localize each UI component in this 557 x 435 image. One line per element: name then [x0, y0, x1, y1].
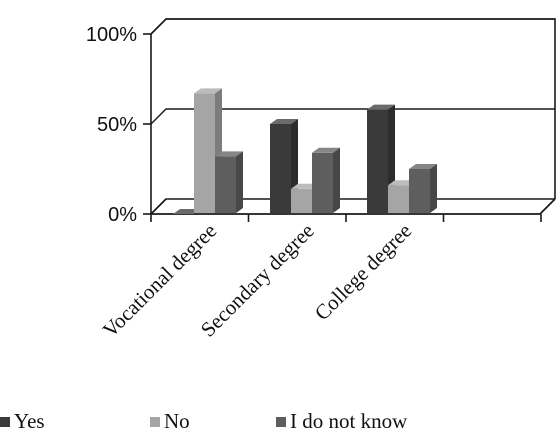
chart-axes [143, 18, 556, 222]
category-label-3: College degree [310, 219, 416, 325]
chart-legend: Yes No I do not know [0, 408, 557, 435]
legend-label-no: No [164, 409, 190, 433]
chart-bars [173, 88, 437, 214]
legend-item-yes: Yes [0, 408, 45, 435]
gridline-1 [150, 108, 555, 125]
y-tick-label-1: 50% [97, 114, 137, 136]
legend-item-i-do-not-know: I do not know [276, 408, 407, 435]
y-tick-labels: 0% 50% 100% [86, 24, 137, 226]
bar-i-do-not-know-3 [409, 164, 437, 213]
y-tick-label-0: 0% [108, 204, 137, 226]
bar-i-do-not-know-2 [312, 147, 340, 213]
bar-i-do-not-know-1 [215, 151, 243, 213]
x-axis-line [151, 198, 556, 215]
legend-item-no: No [150, 408, 190, 435]
legend-label-i-do-not-know: I do not know [290, 409, 408, 433]
legend-swatch-no [150, 416, 160, 427]
legend-label-yes: Yes [14, 409, 45, 433]
legend-swatch-i-do-not-know [276, 416, 286, 427]
bar-yes-2 [270, 119, 298, 213]
floor-edge [150, 198, 167, 215]
legend-swatch-yes [0, 416, 10, 427]
y-tick-label-2: 100% [86, 24, 137, 46]
gridline-2 [150, 18, 555, 35]
